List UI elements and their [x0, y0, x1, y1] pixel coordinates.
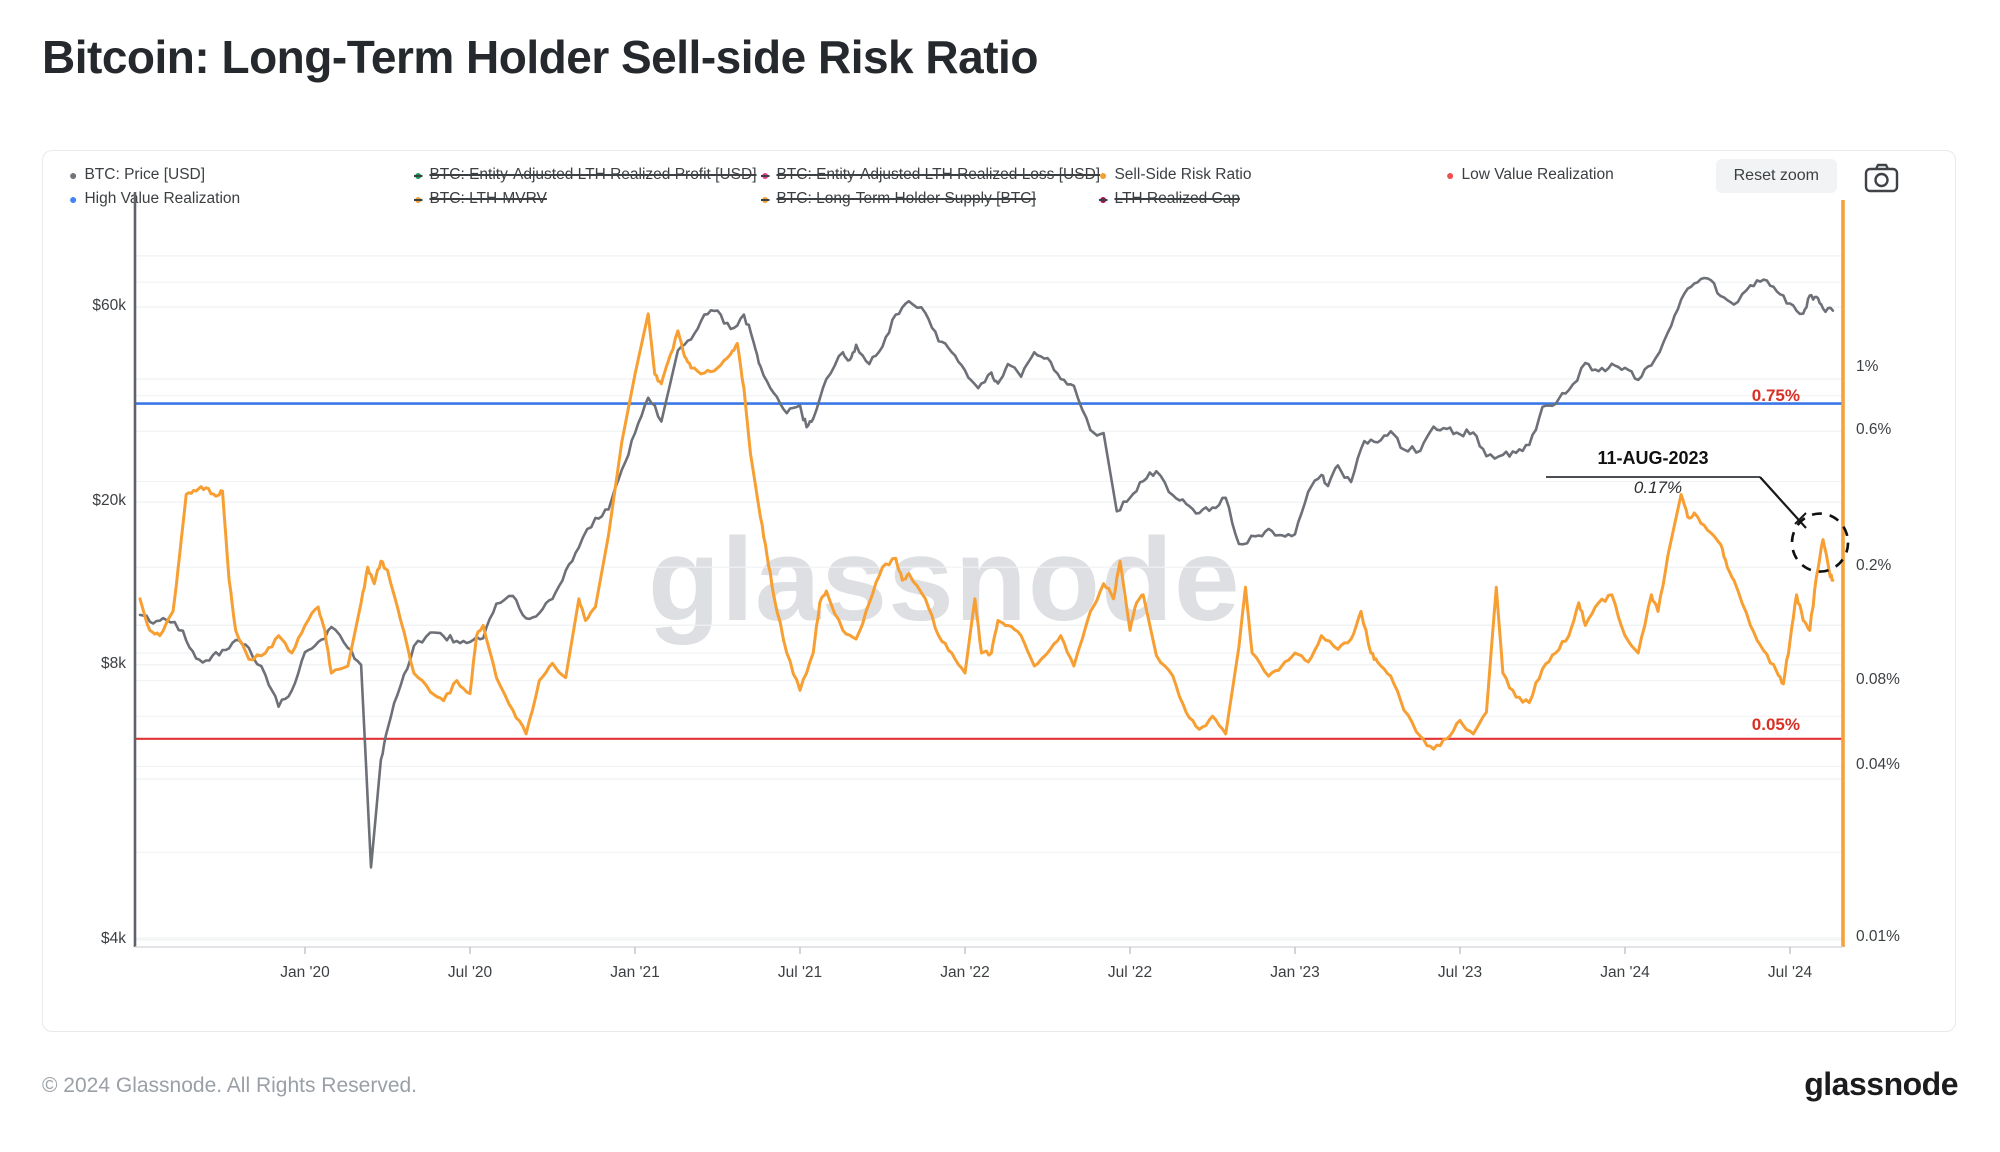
- annotation-cross-mark: [1794, 512, 1807, 525]
- legend-dot: ●: [1099, 167, 1108, 183]
- legend-dot: ●: [69, 167, 78, 183]
- legend-item-8[interactable]: ● LTH Realized Cap: [1099, 187, 1446, 211]
- y-right-tick: 0.6%: [1856, 421, 1892, 439]
- series-right: [138, 312, 1835, 751]
- legend-item-5[interactable]: ● High Value Realization: [69, 187, 414, 211]
- chart-card: ● BTC: Price [USD] ● BTC: Entity-Adjusted L…: [42, 150, 1956, 1032]
- x-tick: Jul '23: [1437, 964, 1483, 981]
- legend-label: Sell-Side Risk Ratio: [1114, 166, 1252, 183]
- legend-label: Low Value Realization: [1461, 166, 1614, 183]
- x-tick: Jul '20: [447, 964, 493, 981]
- legend-label: BTC: Long-Term Holder Supply [BTC]: [776, 190, 1036, 207]
- glassnode-logo: glassnode: [1804, 1066, 1958, 1102]
- legend-label: BTC: LTH-MVRV: [429, 190, 547, 207]
- legend-item-4[interactable]: ● Low Value Realization: [1446, 163, 1866, 187]
- legend-item-0[interactable]: ● BTC: Price [USD]: [69, 163, 414, 187]
- camera-icon[interactable]: [1864, 163, 1900, 193]
- y-right-tick: 0.04%: [1856, 756, 1900, 774]
- page-title: Bitcoin: Long-Term Holder Sell-side Risk…: [42, 31, 1038, 83]
- legend-item-2[interactable]: ● BTC: Entity-Adjusted LTH Realized Loss …: [761, 163, 1101, 187]
- x-tick: Jan '20: [280, 964, 330, 981]
- y-right-tick: 0.08%: [1856, 670, 1900, 688]
- x-tick: Jul '22: [1107, 964, 1153, 981]
- glassnode-watermark: glassnode: [648, 514, 1241, 646]
- y-right-tick: 1%: [1856, 358, 1879, 375]
- ref-label-075: 0.75%: [1751, 386, 1800, 405]
- x-tick: Jan '22: [940, 964, 990, 981]
- legend-label: BTC: Entity-Adjusted LTH Realized Profit…: [429, 166, 757, 183]
- x-tick: Jan '24: [1600, 964, 1650, 981]
- legend-item-7[interactable]: ● BTC: Long-Term Holder Supply [BTC]: [761, 187, 1099, 211]
- legend-label: BTC: Price [USD]: [84, 166, 206, 183]
- reset-zoom-button[interactable]: Reset zoom: [1715, 159, 1837, 193]
- chart-legend: ● BTC: Price [USD] ● BTC: Entity-Adjusted L…: [69, 163, 1866, 211]
- legend-dot: ●: [414, 191, 423, 207]
- legend-item-1[interactable]: ● BTC: Entity-Adjusted LTH Realized Profi…: [414, 163, 761, 187]
- annotation-dashed-circle: [1790, 512, 1850, 573]
- x-tick: Jan '21: [610, 964, 660, 981]
- x-tick: Jul '24: [1767, 964, 1813, 981]
- y-right-tick: 0.2%: [1856, 557, 1892, 575]
- legend-item-3[interactable]: ● Sell-Side Risk Ratio: [1099, 163, 1446, 187]
- legend-label: High Value Realization: [84, 190, 241, 207]
- legend-dot: ●: [1099, 191, 1108, 207]
- y-left-tick: $60k: [92, 296, 126, 314]
- footer-copyright: © 2024 Glassnode. All Rights Reserved.: [42, 1074, 418, 1097]
- ref-label-005: 0.05%: [1751, 715, 1800, 734]
- legend-label: BTC: Entity-Adjusted LTH Realized Loss […: [776, 166, 1101, 183]
- x-tick: Jan '23: [1270, 964, 1320, 981]
- legend-dot: ●: [69, 191, 78, 207]
- legend-dot: ●: [414, 167, 423, 183]
- annotation-date-label: 11-AUG-2023: [1597, 448, 1709, 468]
- series-left: [138, 276, 1835, 869]
- legend-dot: ●: [761, 191, 770, 207]
- legend-dot: ●: [1446, 167, 1455, 183]
- y-left-tick: $4k: [101, 929, 126, 947]
- legend-label: LTH Realized Cap: [1114, 190, 1240, 207]
- annotation-value-label: 0.17%: [1633, 478, 1683, 497]
- y-left-tick: $20k: [92, 492, 126, 510]
- y-left-tick: $8k: [101, 654, 126, 672]
- x-tick: Jul '21: [777, 964, 823, 981]
- legend-dot: ●: [761, 167, 770, 183]
- legend-item-6[interactable]: ● BTC: LTH-MVRV: [414, 187, 761, 211]
- y-right-tick: 0.01%: [1856, 928, 1900, 945]
